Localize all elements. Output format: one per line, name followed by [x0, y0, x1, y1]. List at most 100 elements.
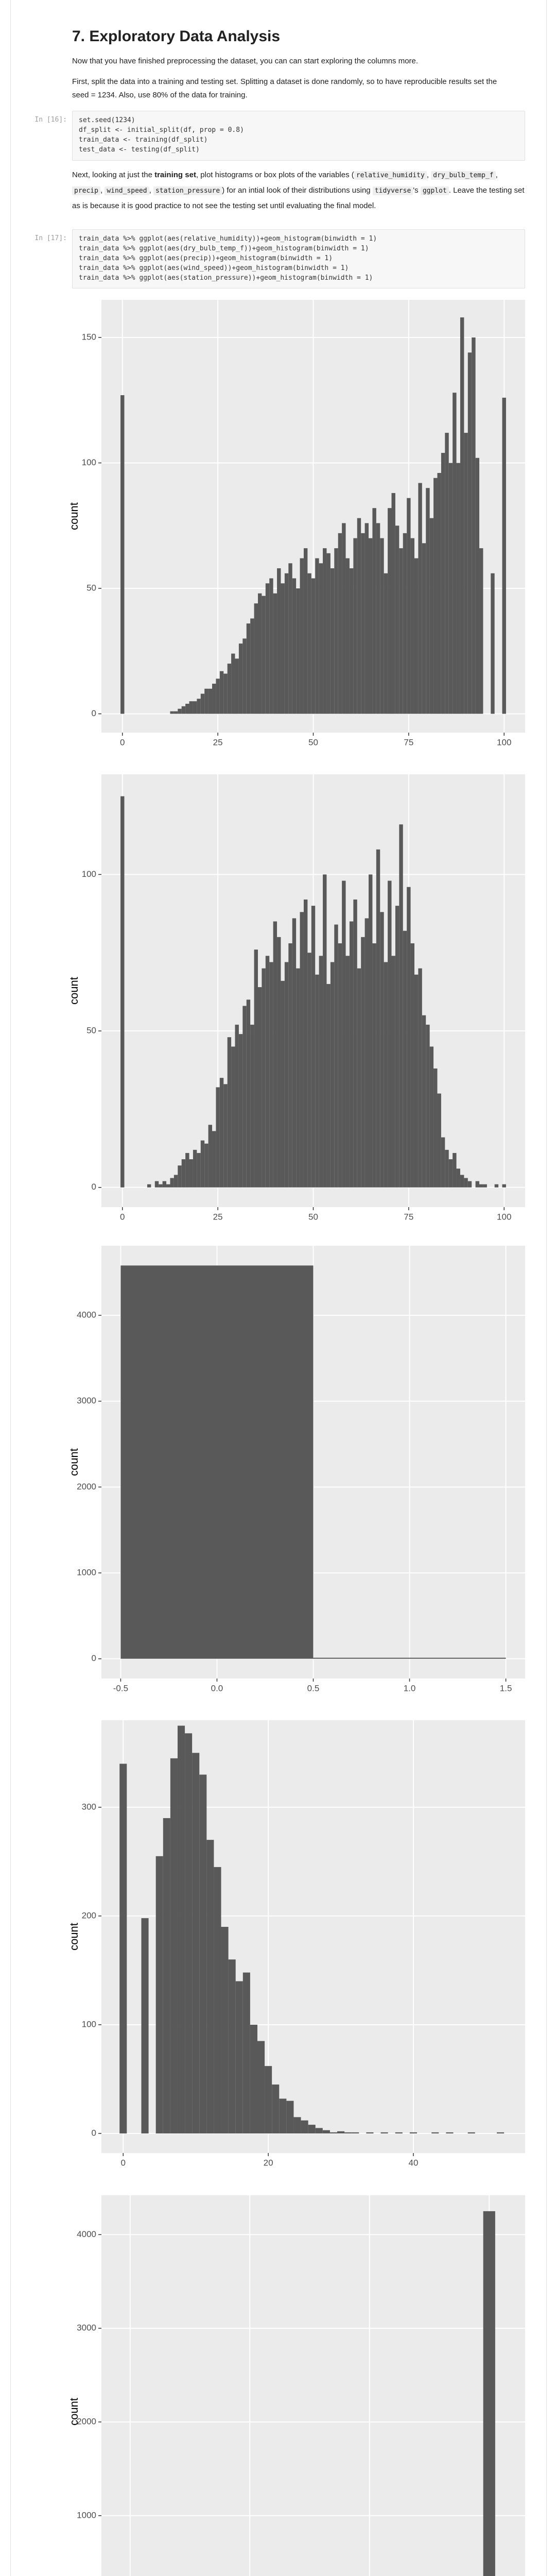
bar	[353, 538, 357, 714]
notebook-frame	[10, 0, 547, 2576]
y-tick-label: 200	[82, 1910, 96, 1920]
bar	[453, 393, 457, 714]
paragraph: First, split the data into a training an…	[72, 77, 497, 99]
x-tick-label: 0	[121, 2158, 126, 2167]
bar	[467, 1181, 472, 1188]
bar	[292, 918, 297, 1188]
bar	[235, 1024, 239, 1188]
bar	[311, 578, 316, 714]
y-tick-label: 1000	[77, 2510, 96, 2520]
y-tick-label: 50	[86, 1026, 96, 1036]
code-line: test_data <- testing(df_split)	[79, 146, 200, 154]
x-axis-title: dry_bulb_temp_f	[271, 1226, 356, 1228]
bar	[445, 1149, 449, 1188]
bar	[399, 824, 403, 1188]
bar	[342, 523, 346, 714]
bar	[257, 987, 262, 1188]
code-line: train_data %>% ggplot(aes(wind_speed))+g…	[79, 264, 349, 272]
bar	[219, 1078, 224, 1188]
bar	[307, 573, 311, 714]
bar	[214, 1867, 221, 2134]
bar	[395, 2132, 403, 2134]
bar	[193, 1149, 197, 1188]
bar	[479, 548, 483, 714]
bar	[376, 849, 380, 1188]
bar	[366, 2132, 374, 2134]
bar	[303, 899, 308, 1188]
x-tick-label: 75	[404, 737, 413, 747]
y-tick-label: 0	[92, 1653, 96, 1663]
bar	[467, 352, 472, 714]
code-line: train_data <- training(df_split)	[79, 136, 208, 144]
bar	[326, 984, 331, 1188]
bar	[357, 518, 361, 714]
inline-code: wind_speed	[105, 187, 149, 195]
text-span: Next, looking at just the	[72, 171, 155, 179]
paragraph: Now that you have finished preprocessing…	[72, 57, 419, 65]
bar	[262, 596, 266, 714]
bar	[155, 1856, 163, 2134]
bar	[344, 2132, 352, 2134]
bar	[460, 317, 464, 714]
bar	[277, 937, 281, 1188]
bar	[200, 693, 205, 714]
bar	[395, 526, 399, 714]
bar	[250, 618, 254, 714]
bar	[330, 962, 335, 1188]
bar	[372, 508, 376, 714]
bar	[388, 508, 392, 714]
bar	[286, 2100, 294, 2134]
text-span: 's	[413, 186, 421, 195]
bar	[279, 2098, 287, 2134]
code-cell[interactable]: train_data %>% ggplot(aes(relative_humid…	[72, 229, 525, 289]
x-tick-label: 0	[120, 1212, 125, 1222]
bar	[345, 558, 350, 714]
bar	[349, 568, 354, 714]
text-span: training set	[154, 171, 196, 179]
bar	[418, 483, 422, 714]
bar	[120, 796, 125, 1188]
bar	[212, 684, 216, 714]
bar	[497, 2132, 505, 2134]
bar	[181, 1159, 186, 1188]
bar	[418, 968, 422, 1188]
bar	[456, 463, 460, 714]
bar	[292, 578, 297, 714]
bar	[154, 1181, 159, 1188]
bar	[242, 1006, 247, 1188]
bar	[162, 1181, 167, 1188]
bar	[228, 1959, 236, 2134]
bar	[272, 2084, 280, 2134]
x-tick-label: 75	[404, 1212, 413, 1222]
bar	[467, 2132, 475, 2134]
bar	[483, 2211, 495, 2576]
bar	[315, 558, 319, 714]
section-title: 7. Exploratory Data Analysis	[72, 28, 281, 45]
text-span: ,	[100, 186, 105, 195]
bar	[403, 930, 407, 1188]
histogram-chart: 0 50 100 150 0 25 50 75 100 relative_humidity coun…	[67, 300, 525, 753]
code-cell[interactable]: set.seed(1234) df_split <- initial_split(…	[72, 111, 525, 161]
bar	[159, 1184, 163, 1188]
bar	[433, 1068, 438, 1188]
bar	[178, 1165, 182, 1188]
y-axis-title: count	[67, 502, 80, 530]
bar	[296, 588, 300, 714]
bar	[192, 1753, 200, 2134]
bar	[369, 538, 373, 714]
bar	[441, 453, 445, 714]
bar	[448, 1159, 453, 1188]
bar	[246, 623, 251, 714]
bar	[254, 950, 258, 1188]
bar	[395, 906, 399, 1188]
text-span: ,	[149, 186, 153, 195]
bar	[250, 2024, 257, 2134]
bar	[380, 538, 384, 714]
y-tick-label: 0	[92, 1182, 96, 1192]
y-tick-label: 2000	[77, 1482, 96, 1492]
x-axis-title: relative_humidity	[271, 751, 356, 753]
bar	[361, 937, 365, 1188]
x-tick-label: 20	[264, 2158, 273, 2167]
bar	[219, 671, 224, 714]
bar	[422, 1015, 426, 1188]
